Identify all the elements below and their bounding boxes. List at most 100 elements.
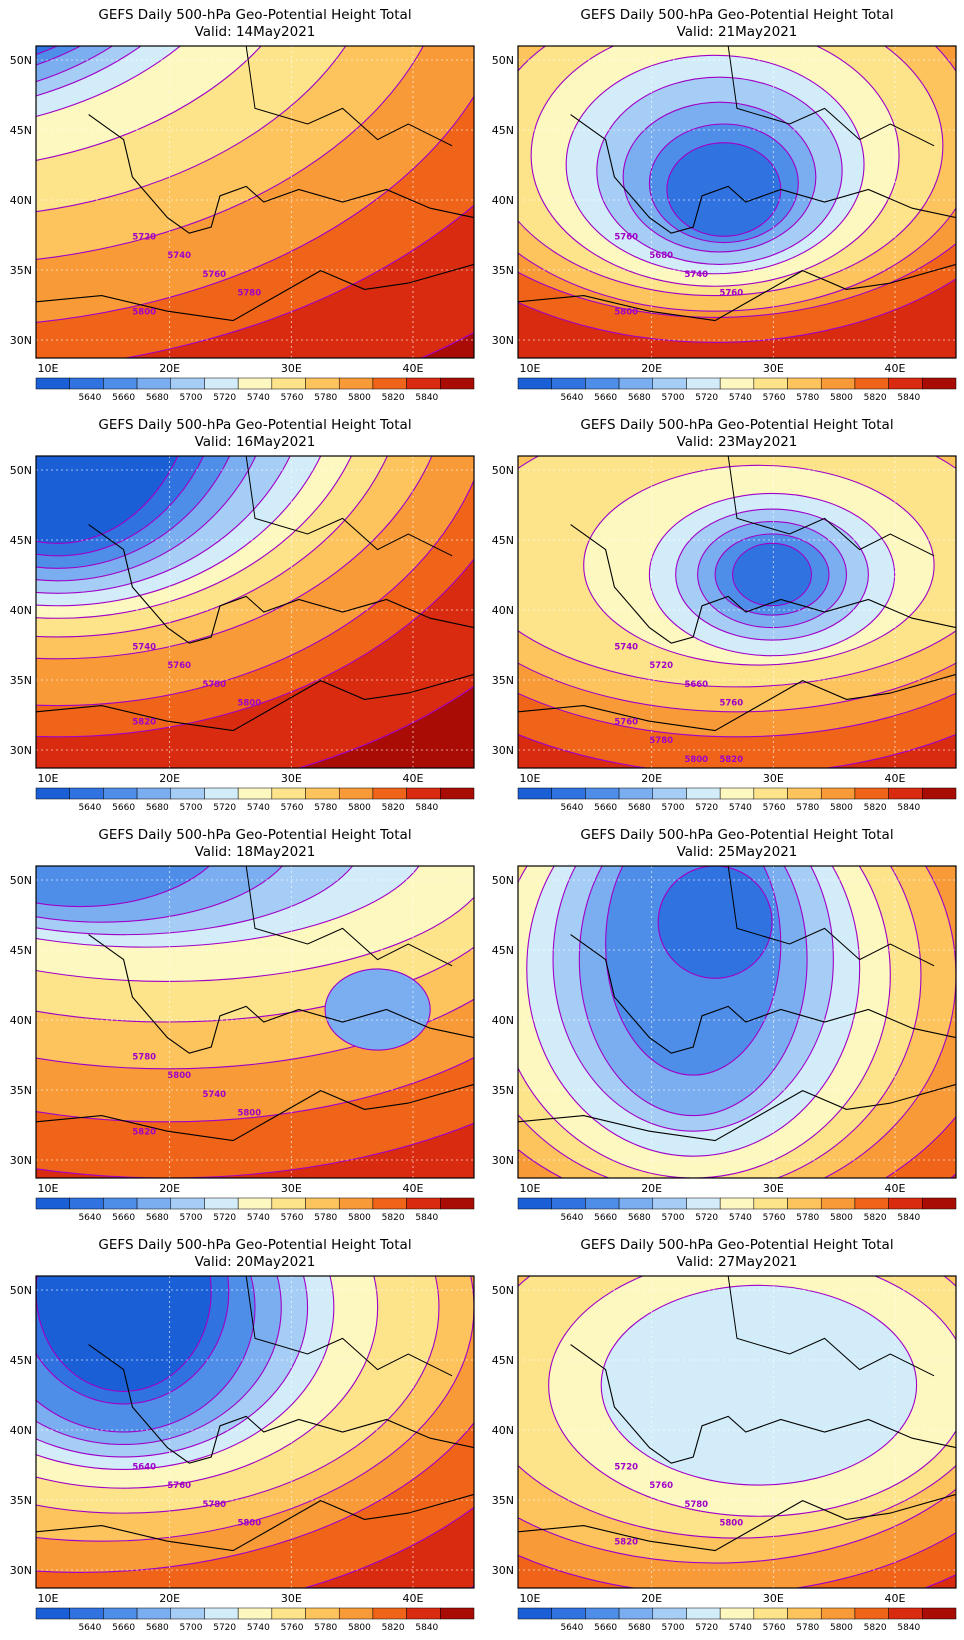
colorbar-swatch: [271, 377, 306, 390]
x-tick-label: 20E: [641, 362, 662, 375]
colorbar-swatch: [888, 1197, 923, 1210]
colorbar-label: 5820: [382, 1623, 405, 1633]
colorbar-label: 5820: [382, 803, 405, 813]
y-tick-label: 30N: [10, 334, 32, 347]
colorbar-swatch: [237, 787, 273, 800]
contour-label: 5800: [684, 755, 708, 765]
colorbar-swatch: [372, 1197, 407, 1210]
colorbar-label: 5640: [78, 1213, 101, 1223]
x-tick-label: 30E: [281, 772, 302, 785]
colorbar-label: 5820: [382, 393, 405, 403]
y-tick-label: 40N: [492, 1014, 514, 1027]
contour-label: 5660: [684, 680, 708, 690]
contour-label: 5740: [202, 1090, 226, 1100]
map-panel: GEFS Daily 500-hPa Geo-Potential Height …: [492, 417, 957, 813]
colorbar-label: 5740: [247, 1213, 270, 1223]
contour-label: 5760: [719, 699, 743, 709]
contour-label: 5640: [132, 1462, 156, 1472]
colorbar-label: 5640: [78, 803, 101, 813]
contour-label: 5720: [614, 1462, 638, 1472]
contour-label: 5800: [237, 699, 261, 709]
contour-label: 5780: [684, 1500, 708, 1510]
height-contour: [657, 866, 773, 979]
colorbar-swatch: [753, 1607, 788, 1620]
height-contour: [600, 1284, 918, 1486]
y-tick-label: 50N: [492, 54, 514, 67]
x-tick-label: 10E: [520, 1592, 541, 1605]
y-tick-label: 35N: [10, 1494, 32, 1507]
y-tick-label: 50N: [492, 464, 514, 477]
colorbar-label: 5640: [560, 1623, 583, 1633]
colorbar-swatch: [170, 1197, 205, 1210]
colorbar-label: 5840: [897, 1213, 920, 1223]
colorbar-swatch: [305, 1197, 340, 1210]
colorbar-swatch: [204, 1607, 239, 1620]
y-tick-label: 45N: [10, 124, 32, 137]
colorbar-swatch: [686, 377, 721, 390]
contour-label: 5740: [167, 251, 191, 261]
contour-label: 5800: [719, 1519, 743, 1529]
colorbar-swatch: [170, 787, 205, 800]
colorbar-swatch: [517, 377, 552, 390]
colorbar-swatch: [753, 787, 788, 800]
colorbar-swatch: [338, 377, 374, 390]
colorbar-label: 5660: [594, 1213, 617, 1223]
colorbar-swatch: [170, 377, 205, 390]
panel-title: GEFS Daily 500-hPa Geo-Potential Height …: [580, 7, 893, 23]
colorbar-swatch: [787, 787, 822, 800]
colorbar-label: 5760: [281, 1623, 304, 1633]
colorbar-label: 5780: [314, 803, 337, 813]
colorbar-label: 5660: [594, 1623, 617, 1633]
height-contour: [36, 456, 179, 544]
x-tick-label: 10E: [520, 772, 541, 785]
colorbar-label: 5680: [146, 1623, 169, 1633]
height-contour: [666, 142, 782, 237]
colorbar-swatch: [69, 1197, 104, 1210]
contour-label: 5780: [237, 289, 261, 299]
colorbar-swatch: [820, 1197, 856, 1210]
x-tick-label: 10E: [38, 362, 59, 375]
colorbar-label: 5780: [796, 1213, 819, 1223]
colorbar-swatch: [35, 1607, 70, 1620]
y-tick-label: 45N: [492, 1354, 514, 1367]
colorbar-swatch: [652, 1607, 687, 1620]
colorbar-label: 5680: [146, 1213, 169, 1223]
colorbar-swatch: [440, 1607, 475, 1620]
colorbar-label: 5760: [763, 1623, 786, 1633]
colorbar-label: 5700: [662, 1623, 685, 1633]
colorbar-swatch: [787, 1607, 822, 1620]
colorbar-label: 5700: [180, 1623, 203, 1633]
panel-valid-date: Valid: 16May2021: [195, 434, 316, 450]
y-tick-label: 30N: [492, 334, 514, 347]
contour-label: 5760: [167, 661, 191, 671]
colorbar-swatch: [820, 377, 856, 390]
colorbar-swatch: [753, 1197, 788, 1210]
colorbar-swatch: [136, 1197, 172, 1210]
panel-valid-date: Valid: 23May2021: [677, 434, 798, 450]
colorbar-label: 5700: [662, 393, 685, 403]
colorbar-swatch: [440, 787, 475, 800]
x-tick-label: 30E: [281, 1592, 302, 1605]
colorbar-label: 5780: [314, 393, 337, 403]
colorbar-label: 5700: [180, 1213, 203, 1223]
y-tick-label: 40N: [492, 1424, 514, 1437]
y-tick-label: 35N: [10, 264, 32, 277]
x-tick-label: 40E: [885, 362, 906, 375]
x-tick-label: 20E: [159, 772, 180, 785]
map-field: 5740 5760 5780 5800 5820: [36, 456, 474, 768]
colorbar-label: 5660: [594, 393, 617, 403]
panel-valid-date: Valid: 14May2021: [195, 24, 316, 40]
contour-label: 5780: [649, 736, 673, 746]
colorbar-swatch: [237, 377, 273, 390]
colorbar-swatch: [719, 377, 755, 390]
x-tick-label: 20E: [641, 772, 662, 785]
colorbar-label: 5760: [763, 803, 786, 813]
colorbar-label: 5800: [830, 803, 853, 813]
colorbar-label: 5660: [112, 1623, 135, 1633]
colorbar-swatch: [585, 1607, 620, 1620]
map-panel: GEFS Daily 500-hPa Geo-Potential Height …: [492, 1237, 957, 1633]
colorbar-swatch: [585, 377, 620, 390]
colorbar-swatch: [652, 377, 687, 390]
y-tick-label: 45N: [10, 944, 32, 957]
